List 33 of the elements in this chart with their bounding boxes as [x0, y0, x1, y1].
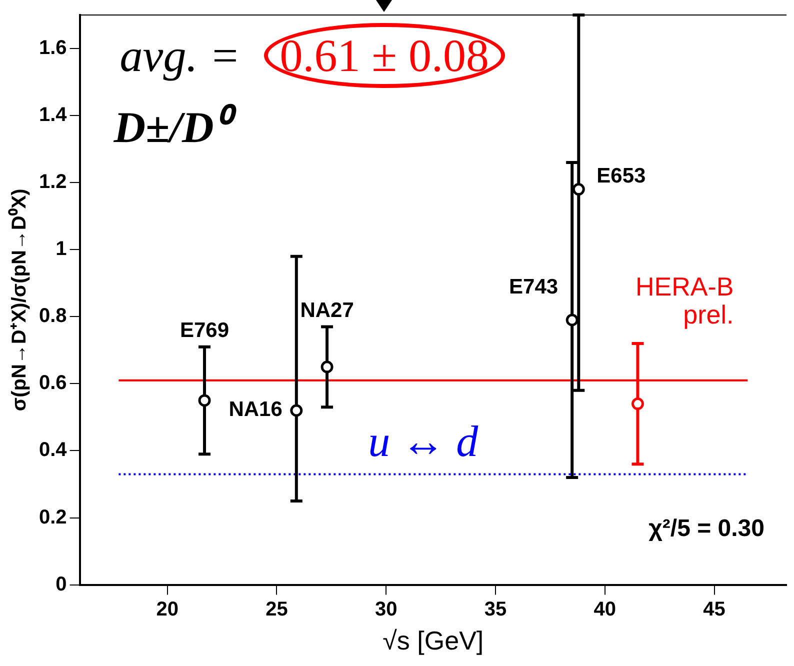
x-axis-title: √s [GeV] [382, 626, 484, 656]
y-axis-title: σ(pN→D⁺X)/σ(pN→D⁰X) [8, 188, 31, 412]
x-tick-label: 45 [703, 598, 726, 620]
point [320, 360, 334, 374]
y-tick-label: 1.4 [38, 104, 68, 126]
y-tick-label: 0.2 [38, 506, 67, 528]
ref-line-label: u ↔ d [368, 416, 480, 466]
y-tick-label: 0.8 [38, 305, 67, 328]
annotation: 0.61 ± 0.08 [280, 29, 490, 82]
y-tick-label: 1.6 [38, 37, 67, 60]
x-tick-label: 30 [374, 598, 398, 620]
point [290, 404, 303, 417]
series-label: NA16 [228, 398, 282, 421]
x-tick-label: 35 [484, 598, 507, 620]
point [198, 394, 211, 407]
y-tick-label: 0.4 [38, 439, 68, 462]
point [631, 398, 644, 410]
y-tick-label: 1.2 [38, 171, 67, 194]
series-label: E653 [596, 164, 646, 188]
y-tick-label: 0 [56, 573, 67, 596]
annotation: χ²/5 = 0.30 [648, 514, 764, 543]
annotation: avg. = [120, 29, 240, 82]
series-label: E743 [509, 275, 558, 298]
text: HERA-B prel. [635, 272, 734, 330]
x-tick-label: 40 [594, 598, 616, 620]
text: E769 [180, 319, 230, 342]
y-tick-label: 0.6 [38, 372, 67, 394]
x-tick-label: 20 [156, 598, 178, 620]
point [572, 183, 585, 196]
y-tick-label: 1 [56, 238, 67, 260]
text: NA27 [300, 299, 354, 322]
x-tick-label: 25 [266, 598, 288, 620]
point [566, 314, 578, 326]
